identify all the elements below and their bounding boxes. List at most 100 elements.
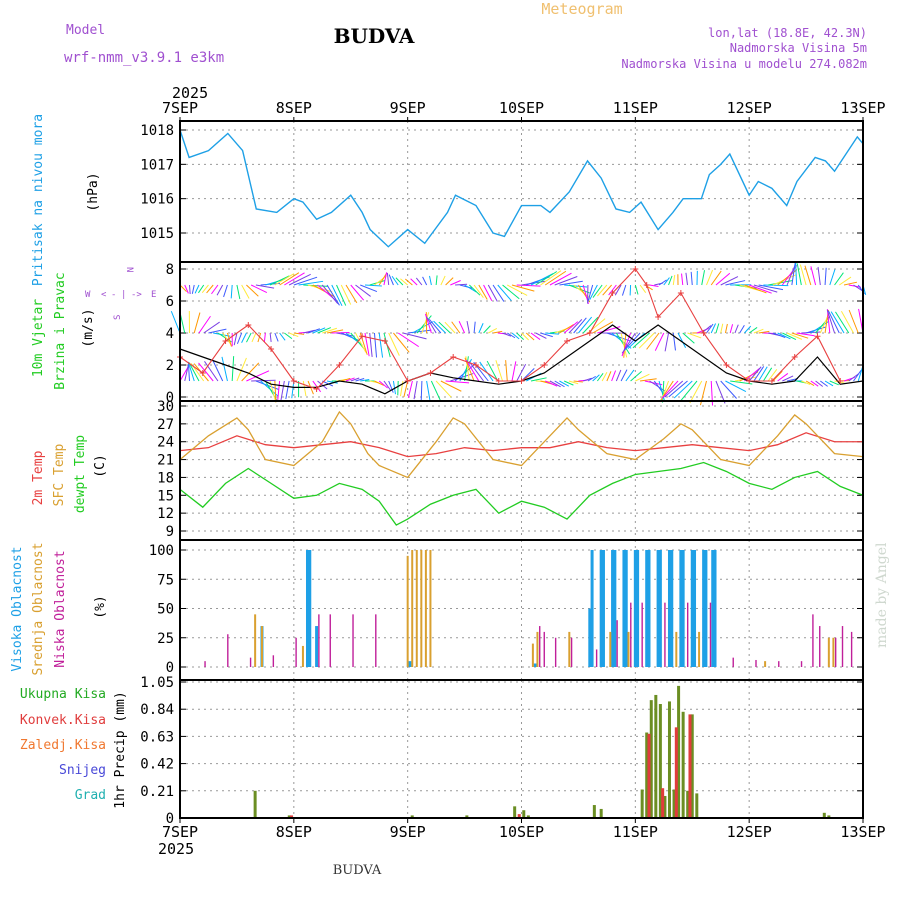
wind-gust-marker [609, 290, 616, 296]
wind-arrow [835, 311, 850, 334]
wind-arrow [511, 332, 520, 340]
wind-arrow [677, 332, 687, 348]
wind-arrow [540, 270, 562, 286]
precip-convective-bar [290, 815, 294, 818]
wind-arrow [194, 284, 200, 294]
cloud-high-bar [647, 550, 651, 667]
wind-arrow [796, 263, 802, 286]
precip-total-bar [526, 815, 530, 818]
cloud-high-bar [599, 550, 603, 667]
wind-unit: (m/s) [81, 308, 96, 347]
cloud-low-bar [352, 614, 354, 667]
wind-arrow [302, 380, 307, 397]
cloud-low-bar [329, 614, 331, 667]
wind-arrow [687, 332, 702, 339]
wind-arrow [682, 332, 695, 344]
wind-arrow [388, 332, 400, 356]
cloud-high-bar [667, 550, 671, 667]
wind-ylabel-b: Brzina i Pravac [53, 272, 68, 389]
wind-arrow [263, 332, 266, 343]
wind-arrow [478, 323, 484, 334]
wind-arrow [592, 374, 600, 382]
wind-arrow [568, 319, 583, 334]
compass-south: S [113, 315, 123, 320]
wind-arrow [810, 380, 819, 387]
wind-arrow [326, 284, 340, 306]
cloud-mid-bar [260, 626, 263, 667]
ytick-label: 1018 [140, 123, 174, 139]
cloud-high-bar [308, 550, 312, 667]
wind-arrow [602, 284, 612, 296]
wind-arrow [545, 380, 558, 387]
cloud-low-bar [570, 637, 573, 667]
temp-ylabel-a: 2m Temp [31, 450, 46, 505]
precip-total-bar [592, 805, 596, 818]
wind-arrow [455, 283, 468, 286]
ytick-label: 0 [166, 811, 174, 827]
temp-sfc-line [179, 410, 864, 479]
panel-clouds: 0 25 50 75 100 [149, 540, 863, 680]
ytick-label: 0.21 [140, 784, 174, 800]
wind-arrow [269, 275, 290, 286]
cloud-high-bar [408, 661, 412, 667]
wind-arrow [331, 284, 343, 307]
wind-gust-marker [472, 362, 479, 368]
ytick-label: 4 [166, 326, 174, 342]
wind-arrow [827, 310, 840, 334]
wind-arrow [649, 284, 659, 287]
wind-arrow [672, 274, 676, 286]
xtick-label-bottom: 9SEP [390, 823, 426, 841]
wind-arrow [664, 380, 684, 398]
temp-ylabel-c: dewpt Temp [73, 435, 88, 513]
cloud-low-bar [841, 626, 844, 667]
wind-arrow [326, 380, 338, 384]
wind-arrow [587, 284, 594, 303]
temp-dewpt-line [179, 461, 864, 526]
wind-arrow [839, 276, 852, 286]
wind-arrow [559, 280, 583, 286]
wind-arrow [459, 284, 473, 289]
wind-arrow [725, 280, 746, 286]
wind-arrow [502, 284, 520, 300]
cloud-high-bar [611, 550, 615, 667]
precip-total-bar [827, 815, 831, 818]
cloud-high-bar [690, 550, 694, 667]
wind-arrow [848, 309, 859, 334]
cloud-low-bar [800, 661, 803, 667]
wind-arrow [805, 380, 815, 387]
wind-arrow [405, 278, 413, 286]
wind-arrow [288, 273, 311, 286]
temp-t2m-line [179, 432, 863, 458]
wind-arrow [615, 369, 622, 382]
precip-convective-bar [661, 788, 665, 818]
wind-arrow [321, 284, 339, 305]
wind-gust-marker [245, 322, 252, 328]
wind-arrow [378, 380, 388, 389]
wind-arrow [587, 375, 596, 382]
wind-arrow [483, 284, 493, 301]
wind-arrow [345, 377, 355, 382]
precip-convective-bar [674, 727, 678, 818]
wind-arrow [211, 284, 219, 295]
wind-arrow [407, 380, 413, 399]
pressure-unit: (hPa) [86, 172, 101, 211]
wind-arrow [820, 380, 828, 387]
wind-barb-row [170, 308, 864, 358]
year-top: 2025 [172, 84, 208, 102]
ytick-label: 2 [166, 358, 174, 374]
wind-arrow [634, 284, 639, 295]
wind-arrow [748, 366, 762, 382]
cloud-high-bar [622, 550, 626, 667]
xtick-label-top: 13SEP [840, 99, 885, 117]
wind-arrow [661, 380, 679, 399]
wind-arrow [340, 284, 352, 305]
wind-arrow [468, 284, 481, 296]
cloud-ylabel-b: Srednja Oblacnost [31, 542, 46, 675]
wind-arrow [824, 267, 827, 286]
elevation-label: Nadmorska Visina 5m [730, 41, 867, 55]
wind-arrow [170, 311, 181, 334]
wind-arrow [188, 362, 200, 382]
cloud-unit: (%) [93, 595, 108, 618]
wind-arrow [763, 284, 789, 287]
wind-arrow [720, 276, 739, 286]
